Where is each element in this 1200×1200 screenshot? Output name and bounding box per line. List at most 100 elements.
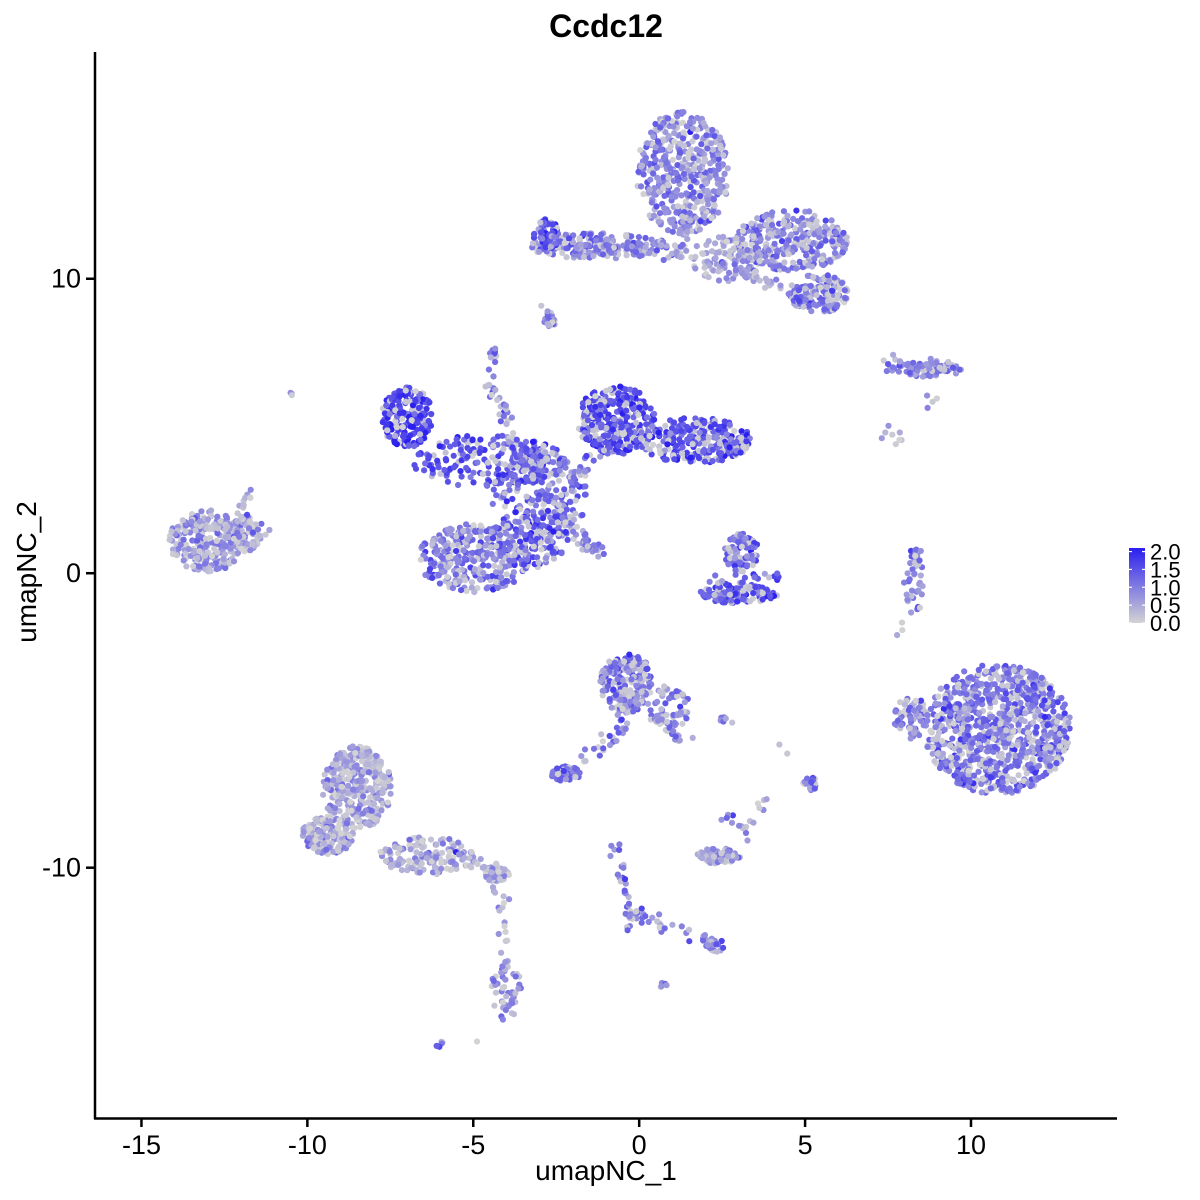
- cell-point: [657, 124, 664, 131]
- cell-point: [687, 119, 694, 126]
- cell-point: [530, 231, 538, 238]
- cell-point: [1010, 667, 1018, 674]
- cell-point: [1065, 719, 1072, 726]
- cell-point: [987, 675, 995, 682]
- cell-point: [694, 114, 701, 121]
- cell-point: [456, 558, 463, 565]
- cell-point: [166, 536, 173, 543]
- cell-point: [393, 424, 400, 431]
- cell-point: [422, 429, 429, 436]
- cell-point: [584, 417, 592, 424]
- cell-point: [938, 737, 946, 745]
- cell-point: [1047, 744, 1054, 751]
- cell-point: [408, 864, 415, 871]
- cell-point: [690, 166, 697, 173]
- cell-point: [744, 247, 751, 254]
- cell-point: [831, 249, 839, 256]
- cell-point: [336, 776, 343, 783]
- cell-point: [946, 742, 954, 749]
- cell-point: [447, 553, 454, 560]
- cell-point: [892, 708, 899, 715]
- cell-point: [537, 539, 544, 546]
- cell-point: [711, 202, 718, 209]
- cell-point: [421, 467, 428, 474]
- cell-point: [1004, 670, 1011, 677]
- cell-point: [207, 535, 214, 542]
- cell-point: [1011, 716, 1018, 723]
- cell-point: [896, 436, 903, 444]
- cell-point: [723, 238, 731, 245]
- cell-point: [664, 227, 672, 234]
- cell-point: [315, 828, 323, 835]
- cell-point: [700, 205, 707, 212]
- cell-point: [635, 234, 643, 241]
- cell-point: [687, 184, 694, 191]
- cell-point: [183, 563, 190, 570]
- cell-point: [759, 596, 766, 603]
- cell-point: [222, 534, 229, 541]
- cell-point: [482, 542, 489, 549]
- cell-point: [750, 590, 757, 597]
- cell-point: [324, 766, 331, 773]
- cell-point: [1021, 718, 1028, 725]
- cell-point: [731, 439, 738, 447]
- cell-point: [711, 133, 718, 140]
- cell-point: [1044, 722, 1051, 729]
- cell-point: [952, 727, 959, 735]
- cell-point: [648, 236, 655, 243]
- cell-point: [623, 400, 630, 407]
- cell-point: [1017, 699, 1024, 707]
- cell-point: [954, 684, 962, 691]
- cell-point: [402, 387, 409, 394]
- cell-point: [475, 543, 482, 550]
- cell-point: [503, 498, 510, 505]
- cell-point: [635, 239, 642, 246]
- cell-point: [910, 359, 917, 366]
- cell-point: [901, 701, 909, 708]
- cell-point: [709, 457, 716, 465]
- cell-point: [771, 240, 778, 247]
- cell-point: [722, 189, 729, 196]
- cell-point: [661, 192, 668, 199]
- cell-point: [726, 444, 733, 451]
- cell-point: [1012, 759, 1019, 766]
- cell-point: [734, 598, 741, 605]
- cell-point: [953, 673, 960, 681]
- cell-point: [696, 165, 703, 172]
- cell-point: [552, 240, 559, 247]
- cell-point: [959, 762, 966, 769]
- cell-point: [540, 501, 547, 508]
- cell-point: [811, 231, 818, 238]
- cell-point: [463, 464, 470, 472]
- cell-point: [437, 537, 444, 544]
- cell-point: [311, 844, 318, 851]
- cell-point: [542, 449, 549, 456]
- cell-point: [752, 584, 759, 591]
- cell-point: [418, 838, 425, 845]
- cell-point: [483, 481, 490, 488]
- cell-point: [623, 252, 630, 259]
- cell-point: [388, 394, 395, 401]
- cell-point: [611, 435, 619, 442]
- cell-point: [668, 193, 675, 200]
- cell-point: [704, 188, 711, 195]
- cell-point: [775, 228, 782, 235]
- cell-point: [710, 196, 718, 203]
- cell-point: [986, 696, 993, 703]
- cell-point: [733, 235, 740, 242]
- cell-point: [450, 464, 458, 471]
- cell-point: [919, 373, 927, 380]
- cell-point: [405, 442, 412, 449]
- cell-point: [638, 162, 646, 169]
- cell-point: [718, 457, 726, 464]
- cell-point: [763, 258, 770, 265]
- cell-point: [332, 805, 339, 812]
- cell-point: [698, 141, 705, 148]
- cell-point: [663, 160, 670, 167]
- cell-point: [1005, 752, 1012, 759]
- cell-point: [701, 446, 708, 453]
- cell-point: [906, 576, 913, 583]
- cell-point: [429, 540, 436, 548]
- cell-point: [419, 543, 426, 550]
- cell-point: [1032, 729, 1040, 736]
